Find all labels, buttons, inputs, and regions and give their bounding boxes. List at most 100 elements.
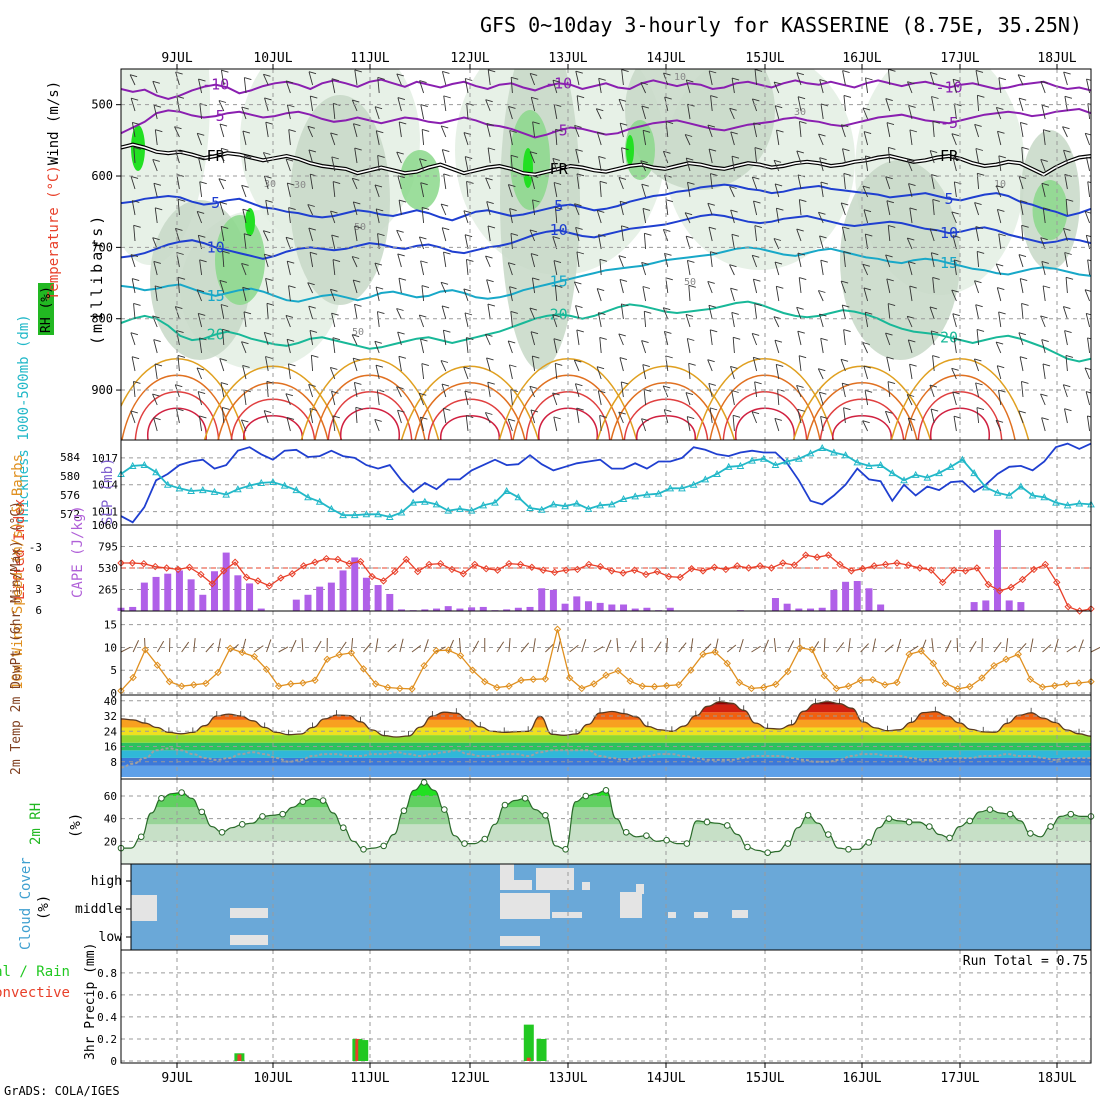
surface-wind-barb bbox=[872, 638, 876, 653]
thickness-marker bbox=[584, 504, 593, 512]
wind-barb-flag bbox=[664, 409, 672, 413]
wind-barb-flag bbox=[153, 104, 162, 108]
wind-barb bbox=[575, 305, 580, 320]
wind-barb-flag bbox=[774, 417, 782, 421]
wind-barb bbox=[751, 333, 758, 346]
rh2m-marker bbox=[946, 834, 953, 842]
series-line-slp bbox=[120, 442, 1092, 524]
wind-speed-marker bbox=[226, 644, 234, 653]
wind-barb bbox=[330, 132, 336, 146]
wind-barb bbox=[220, 148, 225, 164]
wind-barb-flag bbox=[888, 146, 896, 150]
wind-barb-flag bbox=[510, 311, 518, 314]
wind-barb-flag bbox=[242, 130, 251, 134]
wind-barb-flag bbox=[374, 184, 383, 188]
wind-barb bbox=[596, 132, 602, 146]
wind-barb-flag bbox=[598, 312, 606, 316]
wind-barb-flag bbox=[665, 277, 673, 281]
wind-barb bbox=[199, 181, 203, 198]
wind-barb bbox=[552, 314, 558, 328]
wind-barb bbox=[798, 277, 802, 294]
wind-barb bbox=[798, 199, 802, 216]
surface-wind-barb bbox=[931, 638, 934, 653]
wind-barb-flag bbox=[333, 181, 341, 184]
contour-label: 5 bbox=[945, 190, 954, 208]
wind-barb bbox=[241, 106, 247, 120]
wind-barb-flag bbox=[621, 69, 629, 73]
cape-bar bbox=[222, 552, 230, 611]
wind-barb-flag bbox=[819, 235, 827, 239]
wind-speed-marker bbox=[772, 680, 780, 689]
lifted-index-marker bbox=[859, 565, 867, 573]
wind-barb-flag bbox=[487, 225, 496, 229]
surface-wind-barb bbox=[1066, 645, 1077, 653]
cape-bar bbox=[970, 602, 978, 611]
wind-barb-flag bbox=[619, 357, 628, 361]
wind-barb-flag bbox=[307, 282, 315, 286]
wind-speed-marker bbox=[699, 650, 707, 658]
wind-barb bbox=[374, 419, 380, 432]
thickness-marker bbox=[175, 484, 184, 492]
thickness-marker bbox=[444, 506, 453, 514]
wind-barb bbox=[418, 236, 425, 250]
wind-barb bbox=[441, 149, 447, 164]
wind-barb bbox=[685, 392, 691, 406]
wind-barb-flag bbox=[264, 253, 272, 257]
wind-barb-flag bbox=[354, 303, 362, 307]
wind-barb bbox=[684, 212, 691, 224]
wind-barb bbox=[1019, 200, 1024, 216]
precip-run-total: Run Total = 0.75 bbox=[963, 954, 1088, 969]
wind-barb bbox=[307, 204, 314, 216]
thickness-marker bbox=[865, 461, 873, 469]
wind-barb bbox=[309, 95, 314, 112]
thickness-marker bbox=[841, 451, 850, 459]
wind-barb bbox=[529, 386, 536, 398]
rh2m-marker bbox=[178, 789, 185, 796]
wind-barb bbox=[952, 313, 957, 328]
wind-barb bbox=[307, 282, 314, 294]
wind-barb-flag bbox=[797, 96, 806, 100]
cloud-level-label: middle bbox=[75, 902, 122, 917]
cape-bar bbox=[397, 609, 405, 611]
wind-barb-flag bbox=[685, 313, 694, 317]
wind-barb bbox=[887, 303, 891, 320]
surface-wind-barb bbox=[156, 640, 165, 653]
wind-barb bbox=[196, 211, 203, 224]
wind-barb-flag bbox=[907, 159, 915, 163]
wind-barb bbox=[976, 251, 980, 268]
wind-barb-flag bbox=[198, 156, 206, 160]
wind-barb bbox=[931, 96, 935, 112]
precip-convective-bar bbox=[526, 1057, 531, 1061]
wind-barb bbox=[708, 148, 713, 164]
wind-speed-marker bbox=[662, 682, 671, 690]
surface-wind-barb bbox=[375, 638, 379, 653]
wind-barb-flag bbox=[730, 287, 738, 291]
wind-barb bbox=[553, 182, 558, 198]
wind-barb-flag bbox=[665, 121, 674, 125]
wind-barb bbox=[686, 260, 691, 276]
wind-barb-flag bbox=[555, 206, 563, 210]
wind-barb bbox=[596, 210, 602, 224]
panel-frame-precip bbox=[120, 949, 1092, 1064]
surface-wind-barb bbox=[1042, 644, 1052, 653]
thickness-marker bbox=[701, 475, 710, 483]
wind-speed-marker bbox=[517, 676, 525, 684]
wind-barb-flag bbox=[1021, 224, 1029, 228]
wind-barb-flag bbox=[907, 237, 915, 241]
wind-barb bbox=[1019, 122, 1024, 138]
rh2m-marker bbox=[1067, 810, 1075, 818]
wind-barb-flag bbox=[219, 123, 228, 127]
wind-barb bbox=[929, 72, 935, 86]
surface-wind-barb bbox=[266, 639, 272, 653]
wind-barb bbox=[1064, 96, 1068, 112]
wind-barb-flag bbox=[1087, 337, 1091, 340]
lifted-index-marker bbox=[391, 567, 399, 576]
wind-barb bbox=[351, 178, 358, 190]
wind-barb-flag bbox=[752, 333, 760, 336]
wind-barb bbox=[598, 234, 602, 250]
wind-barb bbox=[731, 390, 735, 406]
wind-barb bbox=[529, 307, 536, 320]
wind-barb-flag bbox=[376, 130, 384, 134]
surface-wind-barb bbox=[969, 641, 977, 653]
rh2m-marker bbox=[400, 807, 408, 815]
